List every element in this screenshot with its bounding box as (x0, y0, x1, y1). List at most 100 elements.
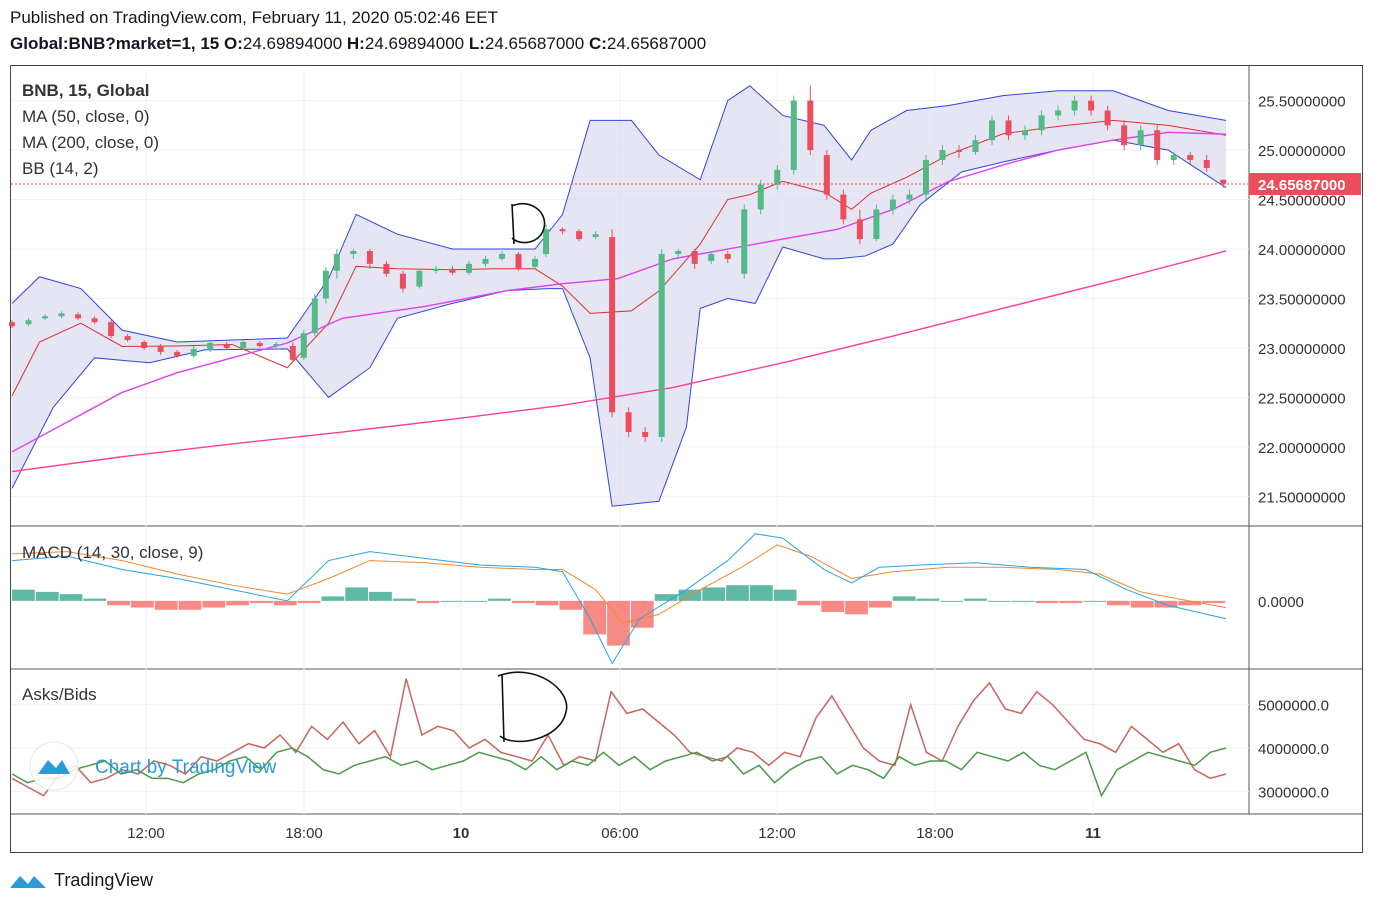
candle-body (543, 229, 550, 254)
candle-body (333, 253, 340, 271)
macd-histogram-bar (749, 585, 773, 601)
legend-macd: MACD (14, 30, close, 9) (22, 543, 203, 562)
candle-body (1022, 130, 1029, 136)
macd-histogram-bar (440, 600, 464, 602)
candle-body (642, 432, 649, 437)
macd-pane[interactable] (11, 533, 1227, 665)
macd-histogram-bar (35, 591, 59, 601)
macd-histogram-bar (726, 585, 749, 601)
candle-body (75, 314, 82, 319)
candle-body (1088, 100, 1095, 111)
legend-title: BNB, 15, Global (22, 81, 150, 100)
legend-ma50: MA (50, close, 0) (22, 107, 150, 126)
time-tick-label: 10 (453, 825, 470, 842)
macd-line (11, 533, 1227, 665)
macd-histogram-bar (83, 598, 107, 601)
candle-body (42, 316, 49, 319)
asks-bids-series-1 (11, 747, 1227, 798)
candle-body (432, 268, 439, 271)
macd-histogram-bar (416, 600, 440, 604)
axis-labels: 25.50000000 25.00000000 24.50000000 24.0000… (127, 94, 1361, 842)
candle-body (972, 140, 979, 153)
candle-body (922, 159, 929, 195)
candle-body (576, 231, 583, 240)
candle-body (873, 209, 880, 240)
watermark-text: Chart by TradingView (95, 757, 277, 778)
time-tick-label: 18:00 (916, 825, 954, 842)
candle-body (482, 258, 489, 264)
candle-body (592, 234, 599, 238)
candle-body (499, 253, 506, 259)
candle-body (955, 150, 962, 153)
macd-histogram-bar (916, 598, 940, 601)
candle-body (141, 342, 148, 348)
macd-histogram-bar (369, 591, 392, 601)
open-label: O: (224, 34, 243, 53)
candle-body (1104, 110, 1111, 126)
macd-histogram-bar (821, 600, 845, 613)
macd-histogram-bar (845, 600, 868, 615)
candle-body (256, 342, 263, 346)
macd-histogram-bar (178, 600, 202, 610)
time-tick-label: 11 (1085, 825, 1101, 842)
candle-body (300, 333, 307, 358)
macd-histogram-bar (1178, 600, 1202, 606)
macd-histogram-bar (630, 600, 654, 628)
bollinger-band-fill (12, 85, 1226, 507)
candle-body (207, 342, 214, 350)
macd-histogram-bar (987, 600, 1011, 602)
last-price-badge (1249, 173, 1361, 196)
candle-body (1154, 130, 1161, 160)
macd-histogram-bar (797, 600, 821, 606)
candle-body (1005, 120, 1012, 136)
asks-bids-tick-label: 5000000.0 (1258, 698, 1329, 715)
time-tick-label: 06:00 (601, 825, 639, 842)
macd-histogram-bar (59, 594, 83, 601)
candle-body (625, 412, 632, 433)
candle-body (91, 318, 98, 323)
price-pane[interactable] (9, 85, 1249, 507)
candle-body (449, 268, 456, 273)
macd-histogram-bar (154, 600, 178, 610)
candle-body (190, 348, 197, 356)
footer-brand-text: TradingView (54, 869, 154, 890)
macd-histogram-bar (964, 598, 987, 601)
candle-body (807, 100, 814, 151)
candle-body (906, 194, 913, 200)
macd-histogram-bar (488, 598, 511, 601)
macd-histogram-bar (583, 600, 607, 635)
candle-body (350, 250, 357, 254)
candle-body (939, 150, 946, 160)
ohlc-header: Global:BNB?market=1, 15 O:24.69894000 H:… (10, 34, 706, 54)
macd-histogram-bar (511, 600, 535, 604)
macd-histogram-bar (131, 600, 154, 608)
high-label: H: (346, 34, 365, 53)
bollinger-upper-line (11, 85, 1227, 343)
hand-drawn-annotations (497, 203, 568, 743)
price-tick-label: 25.00000000 (1258, 143, 1346, 160)
candle-body (989, 120, 996, 141)
candle-body (366, 250, 373, 264)
footer-brand[interactable]: TradingView (8, 868, 153, 892)
candle-body (322, 270, 329, 299)
candle-body (416, 270, 423, 287)
macd-histogram-bar (773, 589, 797, 601)
price-tick-label: 21.50000000 (1258, 489, 1346, 506)
candle-body (157, 345, 164, 352)
macd-histogram-bar (940, 600, 964, 602)
macd-tick-label: 0.0000 (1258, 594, 1304, 611)
macd-histogram-bar (345, 587, 369, 601)
candle-body (724, 253, 731, 259)
open-value: 24.69894000 (242, 34, 343, 53)
candle-body (790, 100, 797, 170)
macd-histogram-bar (273, 600, 297, 606)
candle-body (691, 250, 698, 264)
macd-signal-line (11, 544, 1227, 624)
asks-bids-pane[interactable] (11, 678, 1227, 798)
candle-body (273, 343, 280, 346)
candle-body (1220, 179, 1227, 184)
candle-body (609, 237, 616, 413)
candle-body (1071, 100, 1078, 111)
candle-body (741, 209, 748, 274)
